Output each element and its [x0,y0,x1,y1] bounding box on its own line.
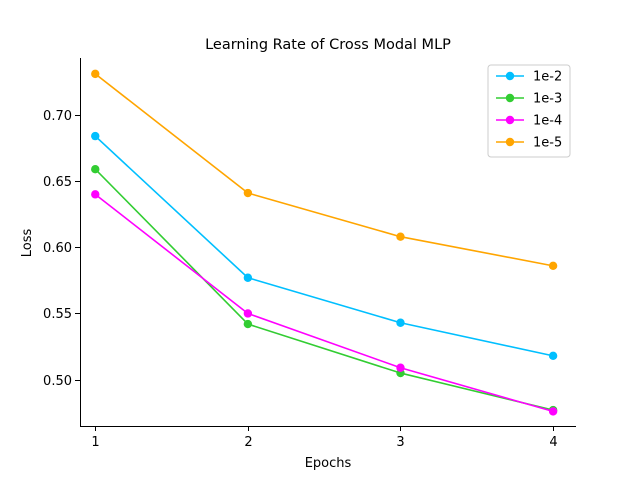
series-line [94,193,555,413]
legend-item: 1e-4 [496,114,562,129]
data-point [243,273,253,282]
y-tick-label: 0.55 [43,307,72,322]
y-tick-label: 0.70 [43,109,72,124]
legend-swatch-marker [505,93,515,103]
data-point [91,131,100,141]
legend-label: 1e-5 [533,136,562,151]
x-tick-label: 2 [244,435,252,450]
series-1e-4 [91,190,558,416]
data-point [548,407,558,416]
series-line [94,134,555,357]
data-point [396,318,405,327]
data-point [396,363,405,372]
y-axis-label: Loss [20,229,35,258]
x-tick-label: 4 [549,435,557,450]
data-point [243,319,253,329]
y-tick-label: 0.65 [43,175,72,190]
legend-swatch-marker [505,137,515,147]
data-point [91,164,100,174]
x-tick-label: 3 [396,435,404,450]
legend-item: 1e-3 [496,92,562,107]
series-line [94,168,555,412]
y-ticks: 0.50 0.55 0.60 0.65 0.70 [43,109,80,389]
y-tick-label: 0.50 [43,374,72,389]
series-1e-2 [91,131,558,361]
axes [80,58,576,427]
data-point [548,351,558,361]
legend: 1e-2 1e-3 1e-4 1e-5 [487,64,571,158]
x-ticks: 1 2 3 4 [91,426,558,450]
data-point [396,232,405,241]
legend-label: 1e-4 [533,114,562,129]
legend-item: 1e-5 [496,136,562,151]
legend-label: 1e-3 [533,92,562,107]
legend-swatch-marker [505,115,515,125]
legend-item: 1e-2 [496,70,562,85]
series-line [94,72,555,267]
x-tick-label: 1 [91,435,99,450]
y-tick-label: 0.60 [43,241,72,256]
series-1e-5 [91,69,558,271]
x-axis-label: Epochs [305,456,352,471]
legend-frame [487,64,571,158]
data-point [91,69,100,79]
legend-label: 1e-2 [533,70,562,85]
series-1e-3 [91,164,558,415]
legend-swatch-marker [505,71,515,81]
data-point [243,309,253,318]
data-point [243,188,253,198]
data-point [548,261,558,271]
chart-title: Learning Rate of Cross Modal MLP [205,37,451,53]
data-point [91,190,100,199]
plot-area [91,69,558,416]
